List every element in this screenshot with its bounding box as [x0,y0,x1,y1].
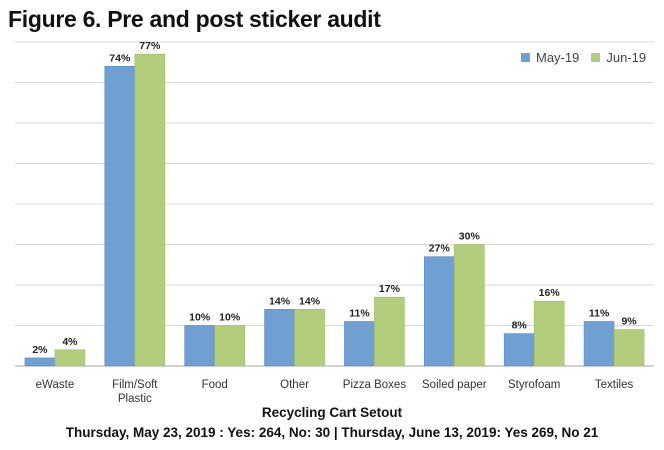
data-label-jun: 17% [379,283,401,295]
data-label-may: 8% [512,320,528,332]
data-label-jun: 4% [62,336,78,348]
bar-jun [214,325,245,367]
bar-jun [533,300,565,367]
legend-label-jun: Jun-19 [606,50,647,65]
legend-swatch-may [521,53,530,62]
legend: May-19 Jun-19 [521,50,658,65]
x-tick-label: Pizza Boxes [343,379,407,391]
x-tick-label: Styrofoam [508,379,560,391]
footer-subtitle: Thursday, May 23, 2019 : Yes: 264, No: 3… [65,425,599,440]
bar-may [104,66,136,367]
data-label-may: 11% [349,307,370,319]
data-label-may: 14% [269,295,291,307]
data-label-jun: 30% [459,231,481,243]
bar-may [424,256,455,367]
x-tick-label: Plastic [118,393,152,405]
x-tick-label: Soiled paper [422,379,487,391]
data-label-may: 27% [429,243,451,255]
data-label-may: 10% [189,312,211,324]
legend-item-jun: Jun-19 [591,50,646,65]
bar-jun [54,349,86,367]
bar-jun [374,296,405,367]
x-tick-label: Food [202,379,228,391]
bar-may [583,321,615,367]
chart-title: Figure 6. Pre and post sticker audit [8,6,381,32]
data-label-jun: 10% [219,312,241,324]
bar-may [344,321,375,367]
bar-may [503,333,535,367]
bar-jun [294,308,325,367]
bar-jun [454,244,485,367]
x-tick-label: eWaste [36,379,75,391]
bar-may [184,325,215,367]
legend-swatch-jun [591,53,601,62]
legend-label-may: May-19 [536,50,580,65]
bar-jun [613,329,645,367]
data-label-jun: 14% [299,295,321,307]
data-label-may: 11% [589,307,610,319]
bar-may [24,357,56,367]
bar-may [264,308,295,367]
data-label-jun: 9% [621,316,637,328]
x-tick-label: Film/Soft [112,379,158,391]
data-label-jun: 77% [139,40,161,52]
bar-jun [134,53,166,367]
data-label-may: 74% [109,52,131,64]
x-tick-label: Textiles [595,379,634,391]
legend-item-may: May-19 [521,50,579,65]
data-label-may: 2% [32,344,48,356]
footer-title: Recycling Cart Setout [261,405,403,420]
x-tick-label: Other [280,379,309,391]
data-label-jun: 16% [539,287,561,299]
